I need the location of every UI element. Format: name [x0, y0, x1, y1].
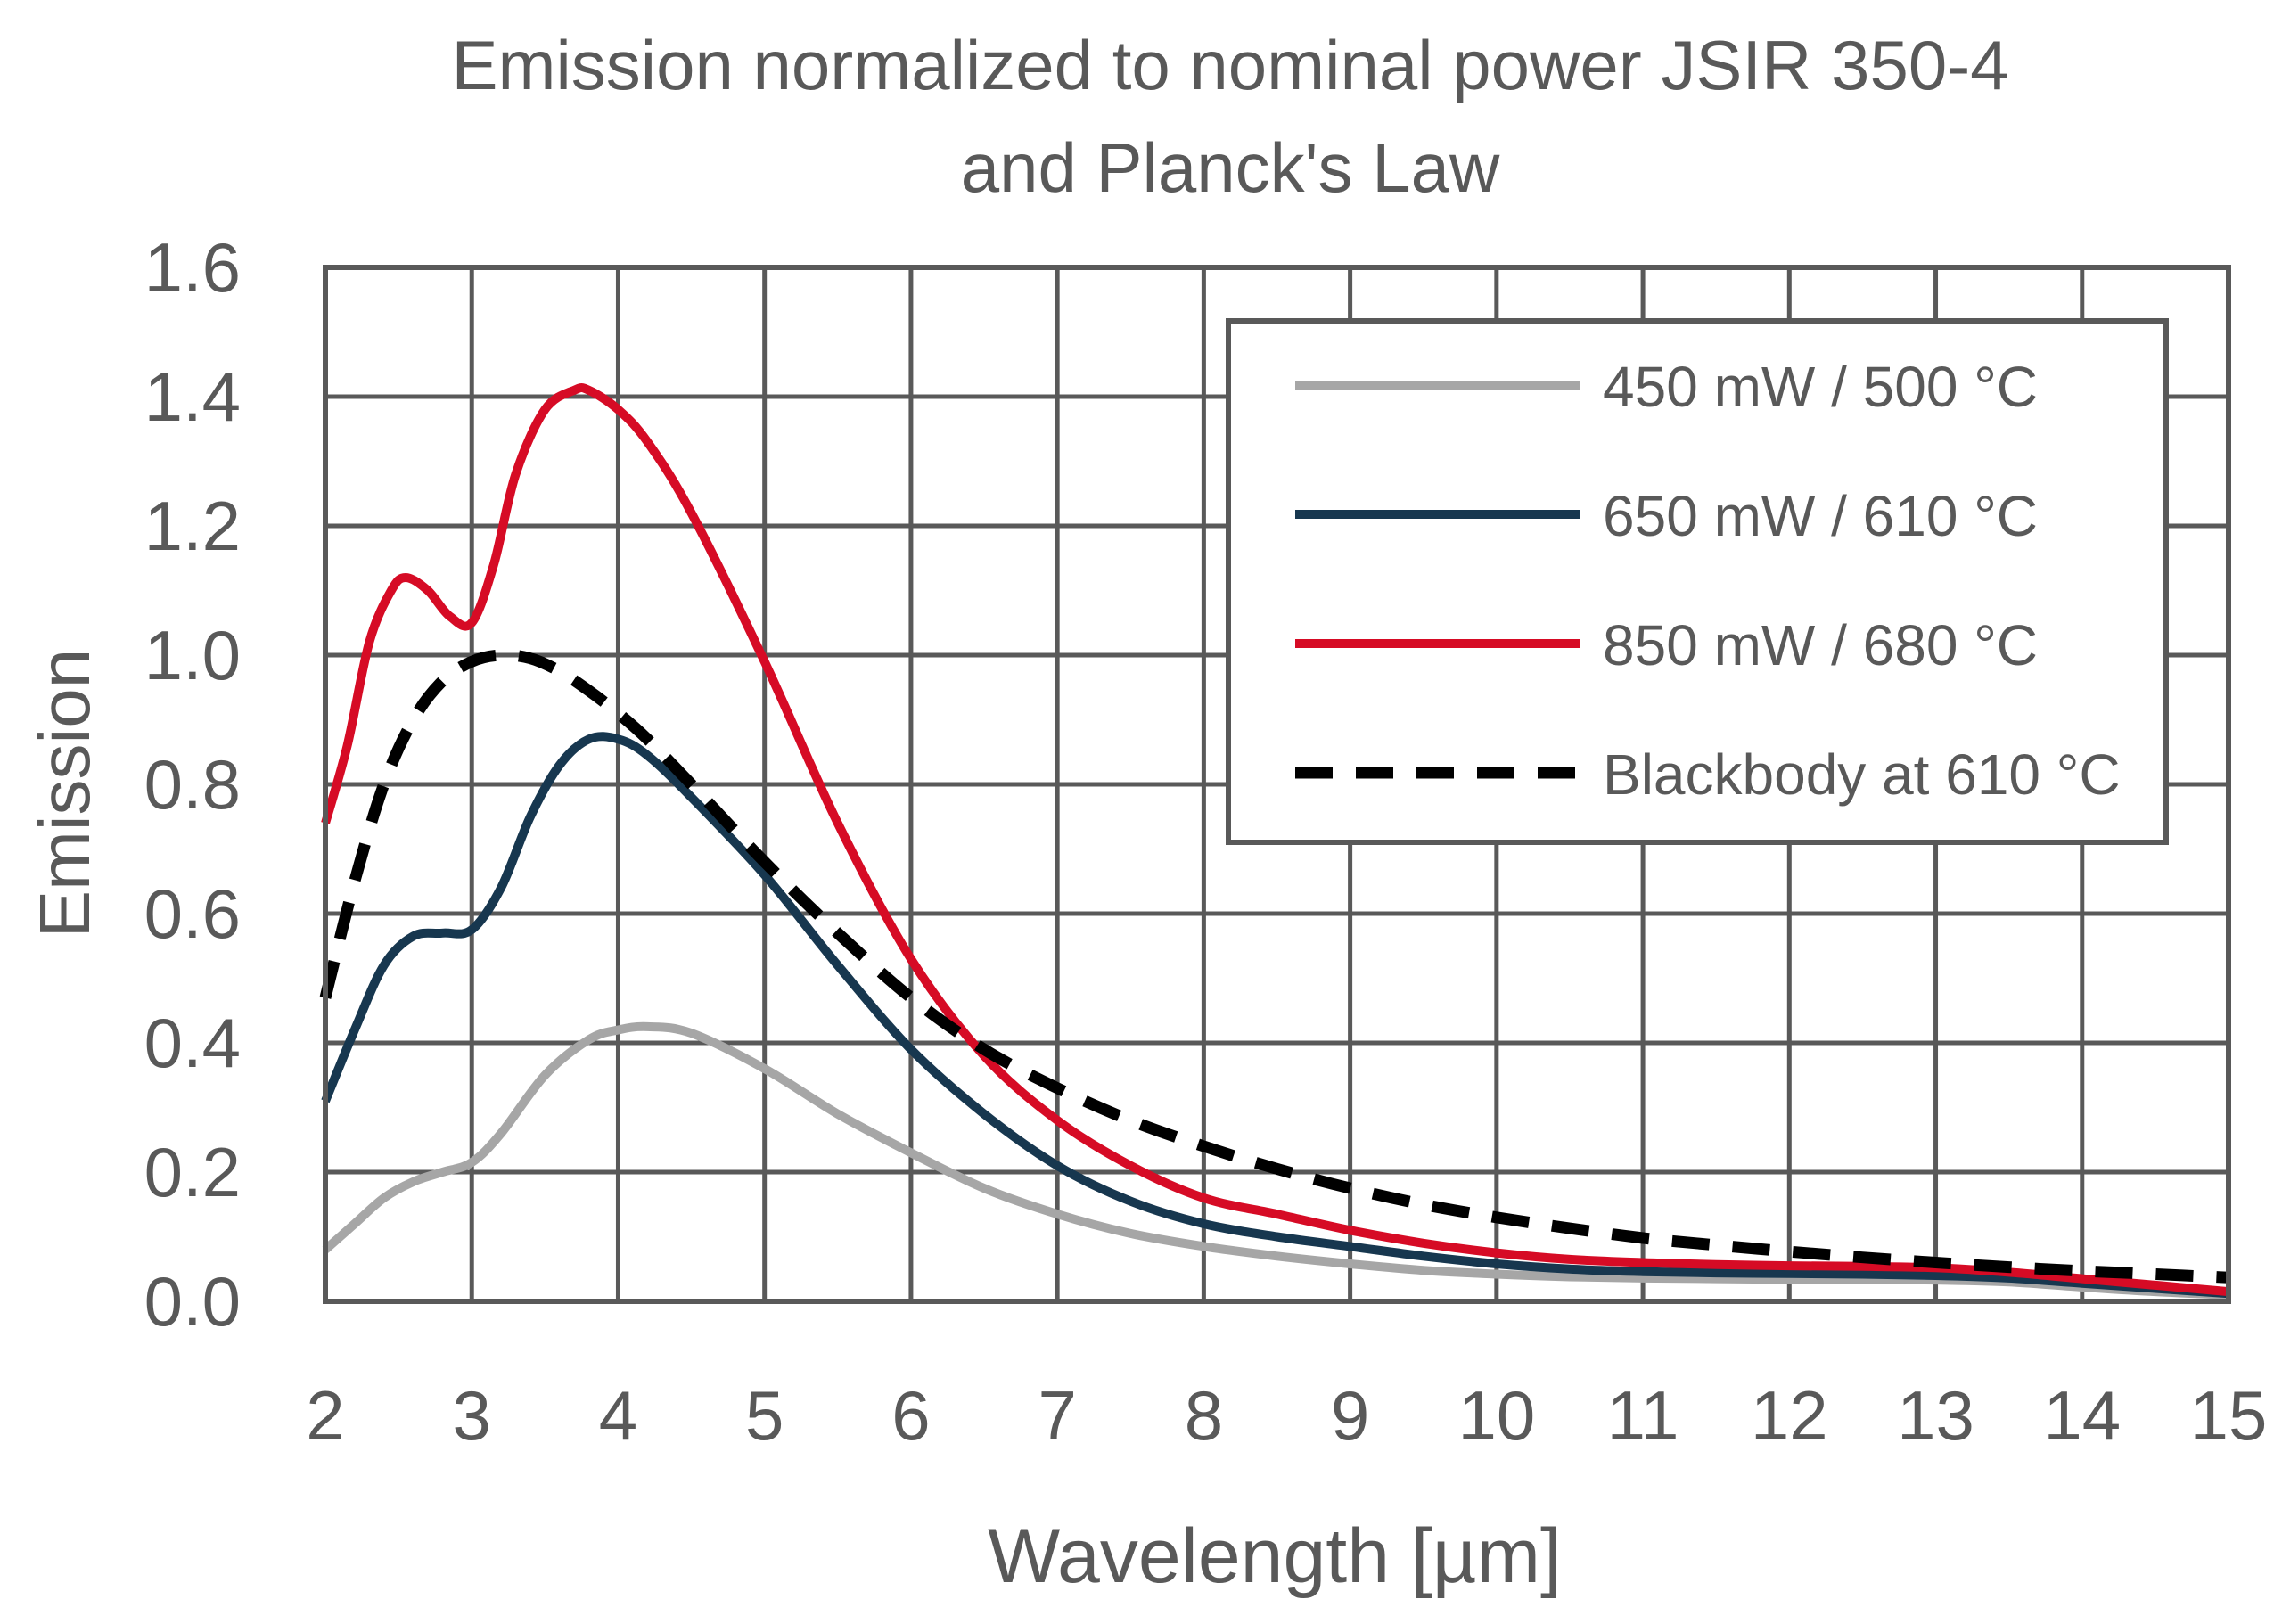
y-tick-label: 0.6	[144, 874, 241, 953]
x-tick-label: 9	[1331, 1376, 1369, 1455]
legend-box	[1226, 318, 2169, 845]
y-tick-label: 1.0	[144, 616, 241, 694]
x-tick-label: 10	[1457, 1376, 1535, 1455]
x-axis-label: Wavelength [µm]	[988, 1513, 1562, 1599]
y-tick-label: 0.2	[144, 1133, 241, 1211]
legend-item: 450 mW / 500 °C	[1295, 355, 2038, 419]
x-tick-label: 2	[306, 1376, 344, 1455]
y-axis-label: Emission	[25, 649, 104, 939]
x-axis-tick-labels: 2 3 4 5 6 7 8 9 10 11 12 13 14 15	[306, 1376, 2267, 1455]
y-tick-label: 0.4	[144, 1004, 241, 1082]
legend-label-0: 450 mW / 500 °C	[1603, 355, 2038, 419]
y-tick-label: 1.6	[144, 228, 241, 307]
plot-frame	[323, 265, 2231, 1304]
x-tick-label: 15	[2190, 1376, 2268, 1455]
y-tick-label: 0.8	[144, 745, 241, 824]
legend-label-2: 850 mW / 680 °C	[1603, 613, 2038, 677]
x-tick-label: 14	[2043, 1376, 2121, 1455]
legend-item: Blackbody at 610 °C	[1295, 742, 2121, 807]
x-tick-label: 11	[1607, 1376, 1679, 1455]
legend-label-3: Blackbody at 610 °C	[1603, 742, 2121, 807]
x-tick-label: 4	[599, 1376, 637, 1455]
series-line-1	[321, 732, 2229, 1299]
legend: 450 mW / 500 °C 650 mW / 610 °C 850 mW / 6…	[1226, 318, 2169, 845]
x-tick-label: 6	[891, 1376, 930, 1455]
x-tick-label: 12	[1751, 1376, 1828, 1455]
x-tick-label: 8	[1185, 1376, 1223, 1455]
series-line-0	[322, 1021, 2229, 1300]
y-tick-label: 0.0	[144, 1262, 241, 1341]
chart-title-line-1: Emission normalized to nominal power JSI…	[451, 26, 2008, 104]
plot-area-border	[323, 265, 2231, 1304]
series-line-3	[319, 649, 2229, 1284]
series-line-2	[321, 383, 2229, 1297]
legend-item: 850 mW / 680 °C	[1295, 613, 2038, 677]
series-lines	[319, 383, 2229, 1300]
x-tick-label: 5	[745, 1376, 784, 1455]
chart-title: Emission normalized to nominal power JSI…	[451, 26, 2008, 207]
legend-item: 650 mW / 610 °C	[1295, 484, 2038, 548]
x-tick-label: 13	[1897, 1376, 1974, 1455]
legend-label-1: 650 mW / 610 °C	[1603, 484, 2038, 548]
y-tick-label: 1.2	[144, 487, 241, 565]
y-axis-tick-labels: 0.0 0.2 0.4 0.6 0.8 1.0 1.2 1.4 1.6	[144, 228, 241, 1341]
x-tick-label: 3	[453, 1376, 491, 1455]
y-tick-label: 1.4	[144, 357, 241, 436]
chart-title-line-2: and Planck's Law	[961, 128, 1500, 207]
x-tick-label: 7	[1038, 1376, 1076, 1455]
